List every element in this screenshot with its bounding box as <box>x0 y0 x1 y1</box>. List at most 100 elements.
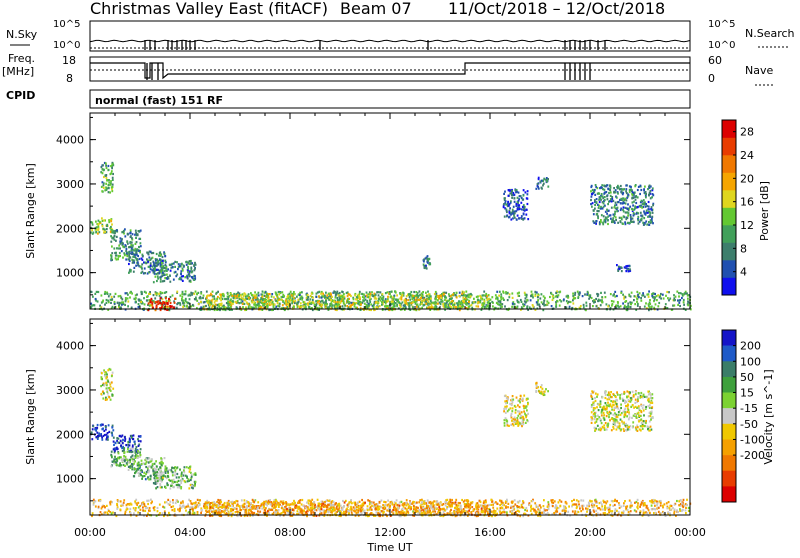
scatter-cell <box>108 184 110 186</box>
scatter-cell <box>495 294 497 296</box>
scatter-cell <box>121 250 123 252</box>
scatter-cell <box>620 221 622 223</box>
scatter-cell <box>107 381 109 383</box>
scatter-cell <box>621 267 623 269</box>
scatter-cell <box>185 290 187 292</box>
scatter-cell <box>102 424 104 426</box>
scatter-cell <box>113 444 115 446</box>
scatter-cell <box>648 224 650 226</box>
scatter-cell <box>91 229 93 231</box>
scatter-cell <box>123 455 125 457</box>
scatter-cell <box>618 266 620 268</box>
scatter-cell <box>595 184 597 186</box>
scatter-cell <box>683 299 685 301</box>
scatter-cell <box>111 190 113 192</box>
scatter-cell <box>538 177 540 179</box>
scatter-cell <box>184 276 186 278</box>
scatter-cell <box>112 173 114 175</box>
scatter-cell <box>362 296 364 298</box>
scatter-cell <box>632 197 634 199</box>
scatter-cell <box>627 222 629 224</box>
scatter-cell <box>260 297 262 299</box>
scatter-cell <box>329 305 331 307</box>
scatter-cell <box>645 302 647 304</box>
scatter-cell <box>170 469 172 471</box>
scatter-cell <box>574 294 576 296</box>
scatter-cell <box>104 291 106 293</box>
scatter-cell <box>118 295 120 297</box>
scatter-cell <box>150 259 152 261</box>
nsky-trace <box>90 40 690 50</box>
scatter-cell <box>636 297 638 299</box>
scatter-cell <box>347 301 349 303</box>
scatter-cell <box>617 305 619 307</box>
scatter-cell <box>503 292 505 294</box>
scatter-cell <box>231 302 233 304</box>
scatter-cell <box>634 502 636 504</box>
scatter-cell <box>609 200 611 202</box>
scatter-cell <box>124 244 126 246</box>
scatter-cell <box>598 192 600 194</box>
scatter-cell <box>517 201 519 203</box>
scatter-cell <box>161 474 163 476</box>
scatter-cell <box>298 301 300 303</box>
scatter-cell <box>514 217 516 219</box>
scatter-cell <box>228 304 230 306</box>
scatter-cell <box>147 503 149 505</box>
scatter-cell <box>491 301 493 303</box>
scatter-cell <box>102 300 104 302</box>
scatter-cell <box>116 254 118 256</box>
scatter-cell <box>110 235 112 237</box>
scatter-cell <box>673 299 675 301</box>
scatter-cell <box>515 210 517 212</box>
scatter-cell <box>181 296 183 298</box>
scatter-cell <box>603 202 605 204</box>
scatter-cell <box>161 262 163 264</box>
scatter-cell <box>110 165 112 167</box>
scatter-cell <box>104 293 106 295</box>
scatter-cell <box>687 294 689 296</box>
scatter-cell <box>123 457 125 459</box>
scatter-cell <box>137 472 139 474</box>
scatter-cell <box>147 272 149 274</box>
scatter-cell <box>130 435 132 437</box>
scatter-cell <box>648 206 650 208</box>
scatter-cell <box>127 451 129 453</box>
scatter-cell <box>422 291 424 293</box>
scatter-cell <box>174 302 176 304</box>
scatter-cell <box>617 222 619 224</box>
scatter-cell <box>544 297 546 299</box>
scatter-cell <box>135 297 137 299</box>
scatter-cell <box>253 294 255 296</box>
scatter-cell <box>131 237 133 239</box>
scatter-cell <box>330 293 332 295</box>
scatter-cell <box>508 211 510 213</box>
scatter-cell <box>633 221 635 223</box>
scatter-cell <box>296 296 298 298</box>
scatter-cell <box>328 299 330 301</box>
scatter-cell <box>352 303 354 305</box>
scatter-cell <box>504 305 506 307</box>
scatter-cell <box>527 218 529 220</box>
freq-unit: [MHz] <box>2 65 34 78</box>
scatter-cell <box>635 510 637 512</box>
scatter-cell <box>579 507 581 509</box>
scatter-cell <box>92 224 94 226</box>
scatter-cell <box>160 457 162 459</box>
scatter-cell <box>449 499 451 501</box>
scatter-cell <box>138 435 140 437</box>
scatter-cell <box>181 479 183 481</box>
scatter-cell <box>182 275 184 277</box>
scatter-cell <box>645 212 647 214</box>
scatter-cell <box>602 223 604 225</box>
scatter-cell <box>623 188 625 190</box>
scatter-cell <box>629 500 631 502</box>
scatter-cell <box>617 207 619 209</box>
scatter-cell <box>620 209 622 211</box>
scatter-cell <box>264 301 266 303</box>
scatter-cell <box>189 294 191 296</box>
scatter-cell <box>423 265 425 267</box>
scatter-cell <box>136 294 138 296</box>
scatter-cell <box>135 452 137 454</box>
scatter-cell <box>273 296 275 298</box>
